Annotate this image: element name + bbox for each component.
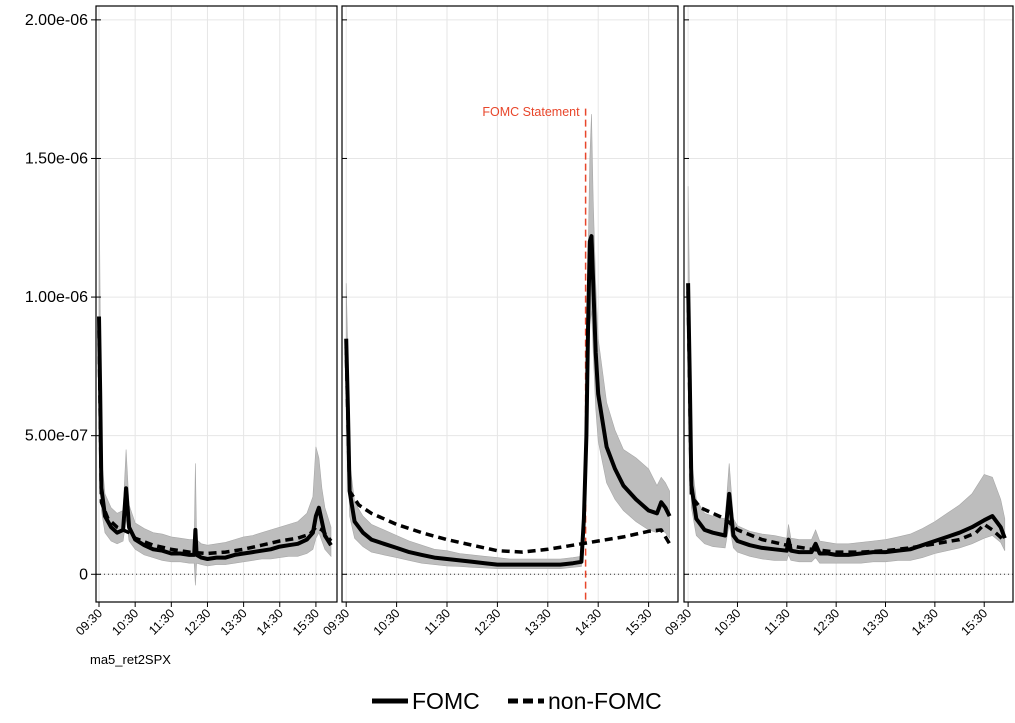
x-tick-label: 13:30	[218, 606, 250, 638]
x-tick-label: 10:30	[712, 606, 744, 638]
x-tick-label: 10:30	[109, 606, 141, 638]
x-tick-label: 13:30	[522, 606, 554, 638]
panel-frame	[683, 5, 1014, 603]
panel-frame	[341, 5, 679, 603]
y-tick-label: 5.00e-07	[25, 428, 88, 445]
fomc-confidence-band	[687, 186, 1006, 564]
panels: 09:30 10:30 11:30 12:30 13:30 14:30 15:30FOMC …	[73, 5, 1014, 638]
legend-label-fomc: FOMC	[412, 688, 480, 714]
non-fomc-series-line	[344, 346, 672, 554]
x-tick-label: 09:30	[320, 606, 352, 638]
x-tick-label: 12:30	[472, 606, 504, 638]
fomc-confidence-band	[98, 158, 332, 586]
panel-frame	[95, 5, 338, 603]
x-tick-label: 11:30	[146, 606, 177, 637]
fomc-series-line	[344, 234, 672, 567]
y-tick-label: 1.50e-06	[25, 150, 88, 167]
x-tick-label: 09:30	[662, 606, 694, 638]
x-tick-label: 14:30	[572, 606, 604, 638]
panel-3: 09:30 10:30 11:30 12:30 13:30 14:30 15:30	[662, 5, 1014, 638]
y-tick-label: 0	[79, 566, 88, 583]
y-tick-label: 1.00e-06	[25, 289, 88, 306]
panel-1: 09:30 10:30 11:30 12:30 13:30 14:30 15:30	[73, 5, 338, 638]
x-tick-label: 11:30	[422, 606, 453, 637]
x-tick-label: 15:30	[623, 606, 655, 638]
x-tick-label: 14:30	[254, 606, 286, 638]
x-tick-label: 12:30	[182, 606, 214, 638]
fomc-series-line	[686, 283, 1007, 557]
non-fomc-series-line	[97, 330, 333, 556]
caption: ma5_ret2SPX	[90, 652, 171, 667]
x-tick-label: 15:30	[290, 606, 322, 638]
legend-label-non-fomc: non-FOMC	[548, 688, 662, 714]
x-tick-label: 09:30	[73, 606, 105, 638]
x-tick-label: 14:30	[909, 606, 941, 638]
y-tick-label: 2.00e-06	[25, 12, 88, 29]
fomc-series-line	[97, 316, 333, 561]
x-tick-label: 13:30	[860, 606, 892, 638]
x-tick-label: 10:30	[371, 606, 403, 638]
y-axis: 0 5.00e-07 1.00e-06 1.50e-06 2.00e-06	[25, 12, 96, 583]
fomc-confidence-band	[345, 114, 670, 569]
x-tick-label: 15:30	[958, 606, 990, 638]
panel-2: FOMC Statement 09:30 10:30 11:30 12:30 13:30 1…	[320, 5, 679, 638]
x-tick-label: 12:30	[810, 606, 842, 638]
x-tick-label: 11:30	[762, 606, 793, 637]
fomc-statement-label: FOMC Statement	[482, 105, 580, 119]
legend: FOMC non-FOMC	[372, 688, 662, 714]
non-fomc-series-line	[686, 291, 1006, 554]
